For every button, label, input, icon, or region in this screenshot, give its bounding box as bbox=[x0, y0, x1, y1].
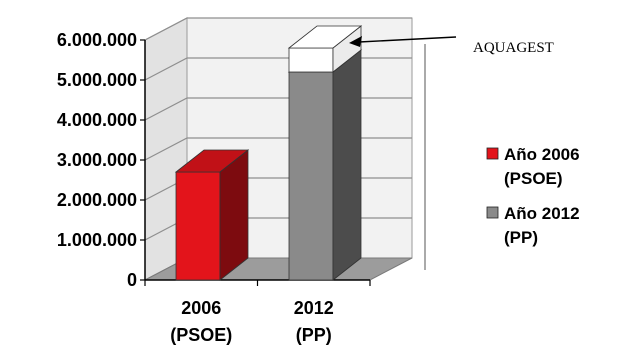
annotation-arrow-head bbox=[349, 36, 362, 47]
x-category-label-0: 2006 bbox=[181, 298, 221, 318]
y-tick-label-0: 0 bbox=[127, 270, 137, 290]
legend-label-0: Año 2006 bbox=[504, 145, 580, 164]
legend-swatch-1 bbox=[486, 206, 499, 219]
x-category-sublabel-0: (PSOE) bbox=[170, 325, 232, 345]
legend-sublabel-1: (PP) bbox=[504, 228, 538, 247]
bar-1-stack-front bbox=[288, 47, 334, 73]
legend-swatch-0 bbox=[486, 147, 499, 160]
bar-1-front bbox=[288, 71, 334, 281]
annotation-label: AQUAGEST bbox=[473, 40, 554, 56]
bar-1-stack-top bbox=[287, 25, 363, 49]
y-tick-label-4: 4.000.000 bbox=[57, 110, 137, 130]
x-category-label-1: 2012 bbox=[294, 298, 334, 318]
y-tick-label-1: 1.000.000 bbox=[57, 230, 137, 250]
gridline-6 bbox=[144, 17, 412, 41]
bar-0-top bbox=[174, 149, 250, 173]
legend-sublabel-0: (PSOE) bbox=[504, 169, 563, 188]
annotation-arrow-line bbox=[358, 36, 457, 43]
y-tick-label-2: 2.000.000 bbox=[57, 190, 137, 210]
bar-0-side bbox=[219, 149, 249, 281]
y-tick-label-3: 3.000.000 bbox=[57, 150, 137, 170]
y-tick-label-6: 6.000.000 bbox=[57, 30, 137, 50]
legend-label-1: Año 2012 bbox=[504, 204, 580, 223]
bar-1-side bbox=[332, 49, 362, 281]
y-tick-label-5: 5.000.000 bbox=[57, 70, 137, 90]
bar-0-front bbox=[175, 171, 221, 281]
x-category-sublabel-1: (PP) bbox=[296, 325, 332, 345]
